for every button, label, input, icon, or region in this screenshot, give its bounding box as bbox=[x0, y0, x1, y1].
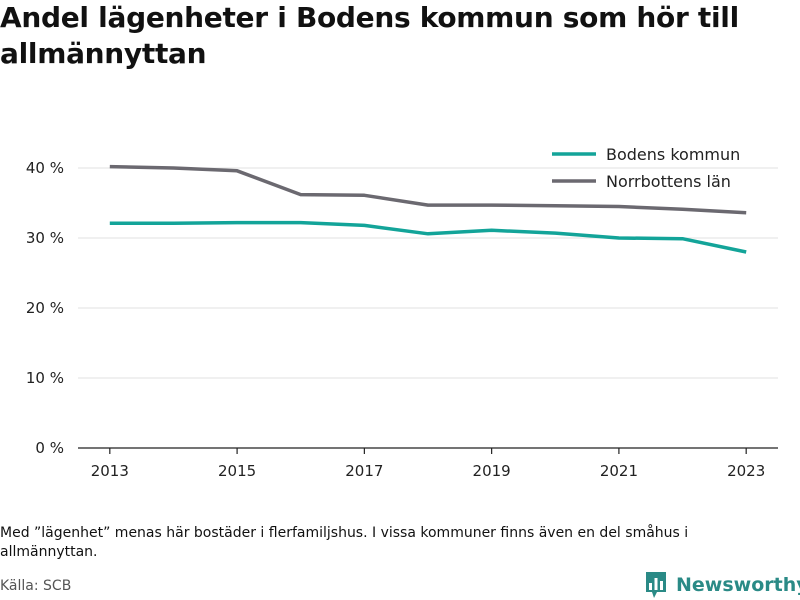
axes: 0 % 10 % 20 % 30 % 40 % 2013 2015 2017 2019 2021 2… bbox=[26, 159, 778, 480]
x-tick-label: 2019 bbox=[473, 462, 511, 480]
x-tick-label: 2013 bbox=[91, 462, 129, 480]
line-chart: 0 % 10 % 20 % 30 % 40 % 2013 2015 2017 2019 2021 2… bbox=[26, 145, 778, 480]
series-line-bodens-kommun bbox=[109, 220, 747, 254]
series-line-norrbottens-län bbox=[109, 164, 747, 215]
y-tick-label: 40 % bbox=[26, 159, 64, 177]
brand-name: Newsworthy bbox=[676, 574, 800, 596]
y-tick-label: 0 % bbox=[35, 439, 64, 457]
legend-label: Bodens kommun bbox=[606, 145, 740, 164]
chart-title: Andel lägenheter i Bodens kommun som hör… bbox=[0, 1, 739, 70]
y-tick-label: 20 % bbox=[26, 299, 64, 317]
bar-chart-logo-icon bbox=[646, 572, 666, 598]
footnote: Med ”lägenhet” menas här bostäder i fler… bbox=[0, 525, 689, 560]
brand-logo: Newsworthy bbox=[644, 570, 800, 600]
legend: Bodens kommun Norrbottens län bbox=[552, 145, 740, 191]
series-lines bbox=[109, 164, 747, 254]
x-tick-label: 2017 bbox=[345, 462, 383, 480]
y-tick-label: 10 % bbox=[26, 369, 64, 387]
source-label: Källa: SCB bbox=[0, 578, 72, 594]
legend-label: Norrbottens län bbox=[606, 172, 731, 191]
gridlines bbox=[78, 167, 778, 379]
x-tick-label: 2015 bbox=[218, 462, 256, 480]
y-tick-label: 30 % bbox=[26, 229, 64, 247]
x-tick-label: 2023 bbox=[727, 462, 765, 480]
x-tick-label: 2021 bbox=[600, 462, 638, 480]
